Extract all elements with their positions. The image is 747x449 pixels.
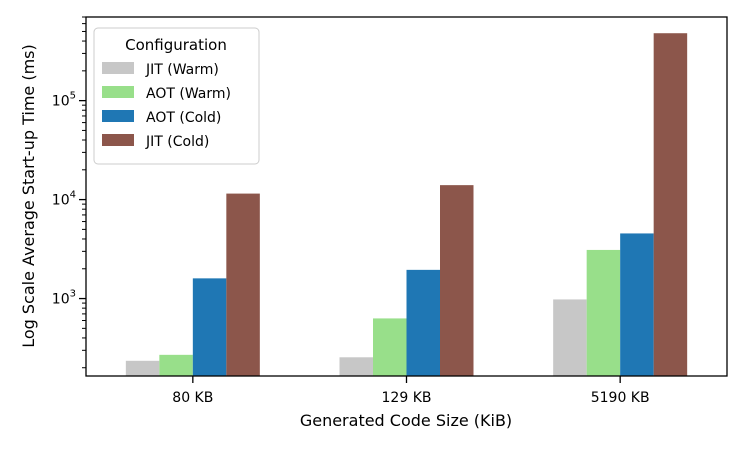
bar: [226, 193, 260, 376]
y-axis: 103 104 105: [52, 16, 86, 369]
bar: [373, 318, 407, 376]
bar: [125, 360, 160, 376]
bar: [620, 233, 654, 376]
bar: [339, 357, 373, 376]
bar: [653, 33, 688, 376]
legend-entries: JIT (Warm) AOT (Warm) AOT (Cold) JIT (Cold): [102, 62, 231, 150]
bar: [192, 278, 227, 376]
legend-title: Configuration: [125, 36, 227, 54]
legend-swatch: [102, 86, 134, 98]
legend-frame: [93, 27, 260, 165]
bar: [159, 354, 193, 376]
bars-layer: [125, 33, 688, 376]
y-axis-label: Log Scale Average Start-up Time (ms): [19, 44, 38, 347]
y-tick-label: 103: [52, 289, 76, 308]
legend-label: JIT (Cold): [145, 134, 209, 150]
legend-label: JIT (Warm): [145, 62, 219, 78]
bar: [406, 269, 440, 376]
x-axis: 80 KB 129 KB 5190 KB: [172, 376, 650, 406]
legend-label: AOT (Warm): [146, 86, 231, 102]
legend-swatch: [102, 134, 134, 146]
legend: Configuration JIT (Warm) AOT (Warm) AOT (C…: [93, 27, 260, 165]
x-tick-label: 80 KB: [172, 390, 213, 406]
legend-swatch: [102, 62, 134, 74]
bar: [553, 299, 587, 376]
x-tick-label: 5190 KB: [591, 390, 650, 406]
y-tick-label: 105: [52, 91, 76, 110]
bar: [440, 185, 474, 376]
y-tick-label: 104: [52, 190, 76, 209]
x-tick-label: 129 KB: [382, 390, 432, 406]
bar: [586, 249, 621, 376]
legend-swatch: [102, 110, 134, 122]
legend-label: AOT (Cold): [146, 110, 221, 126]
x-axis-label: Generated Code Size (KiB): [300, 411, 512, 430]
